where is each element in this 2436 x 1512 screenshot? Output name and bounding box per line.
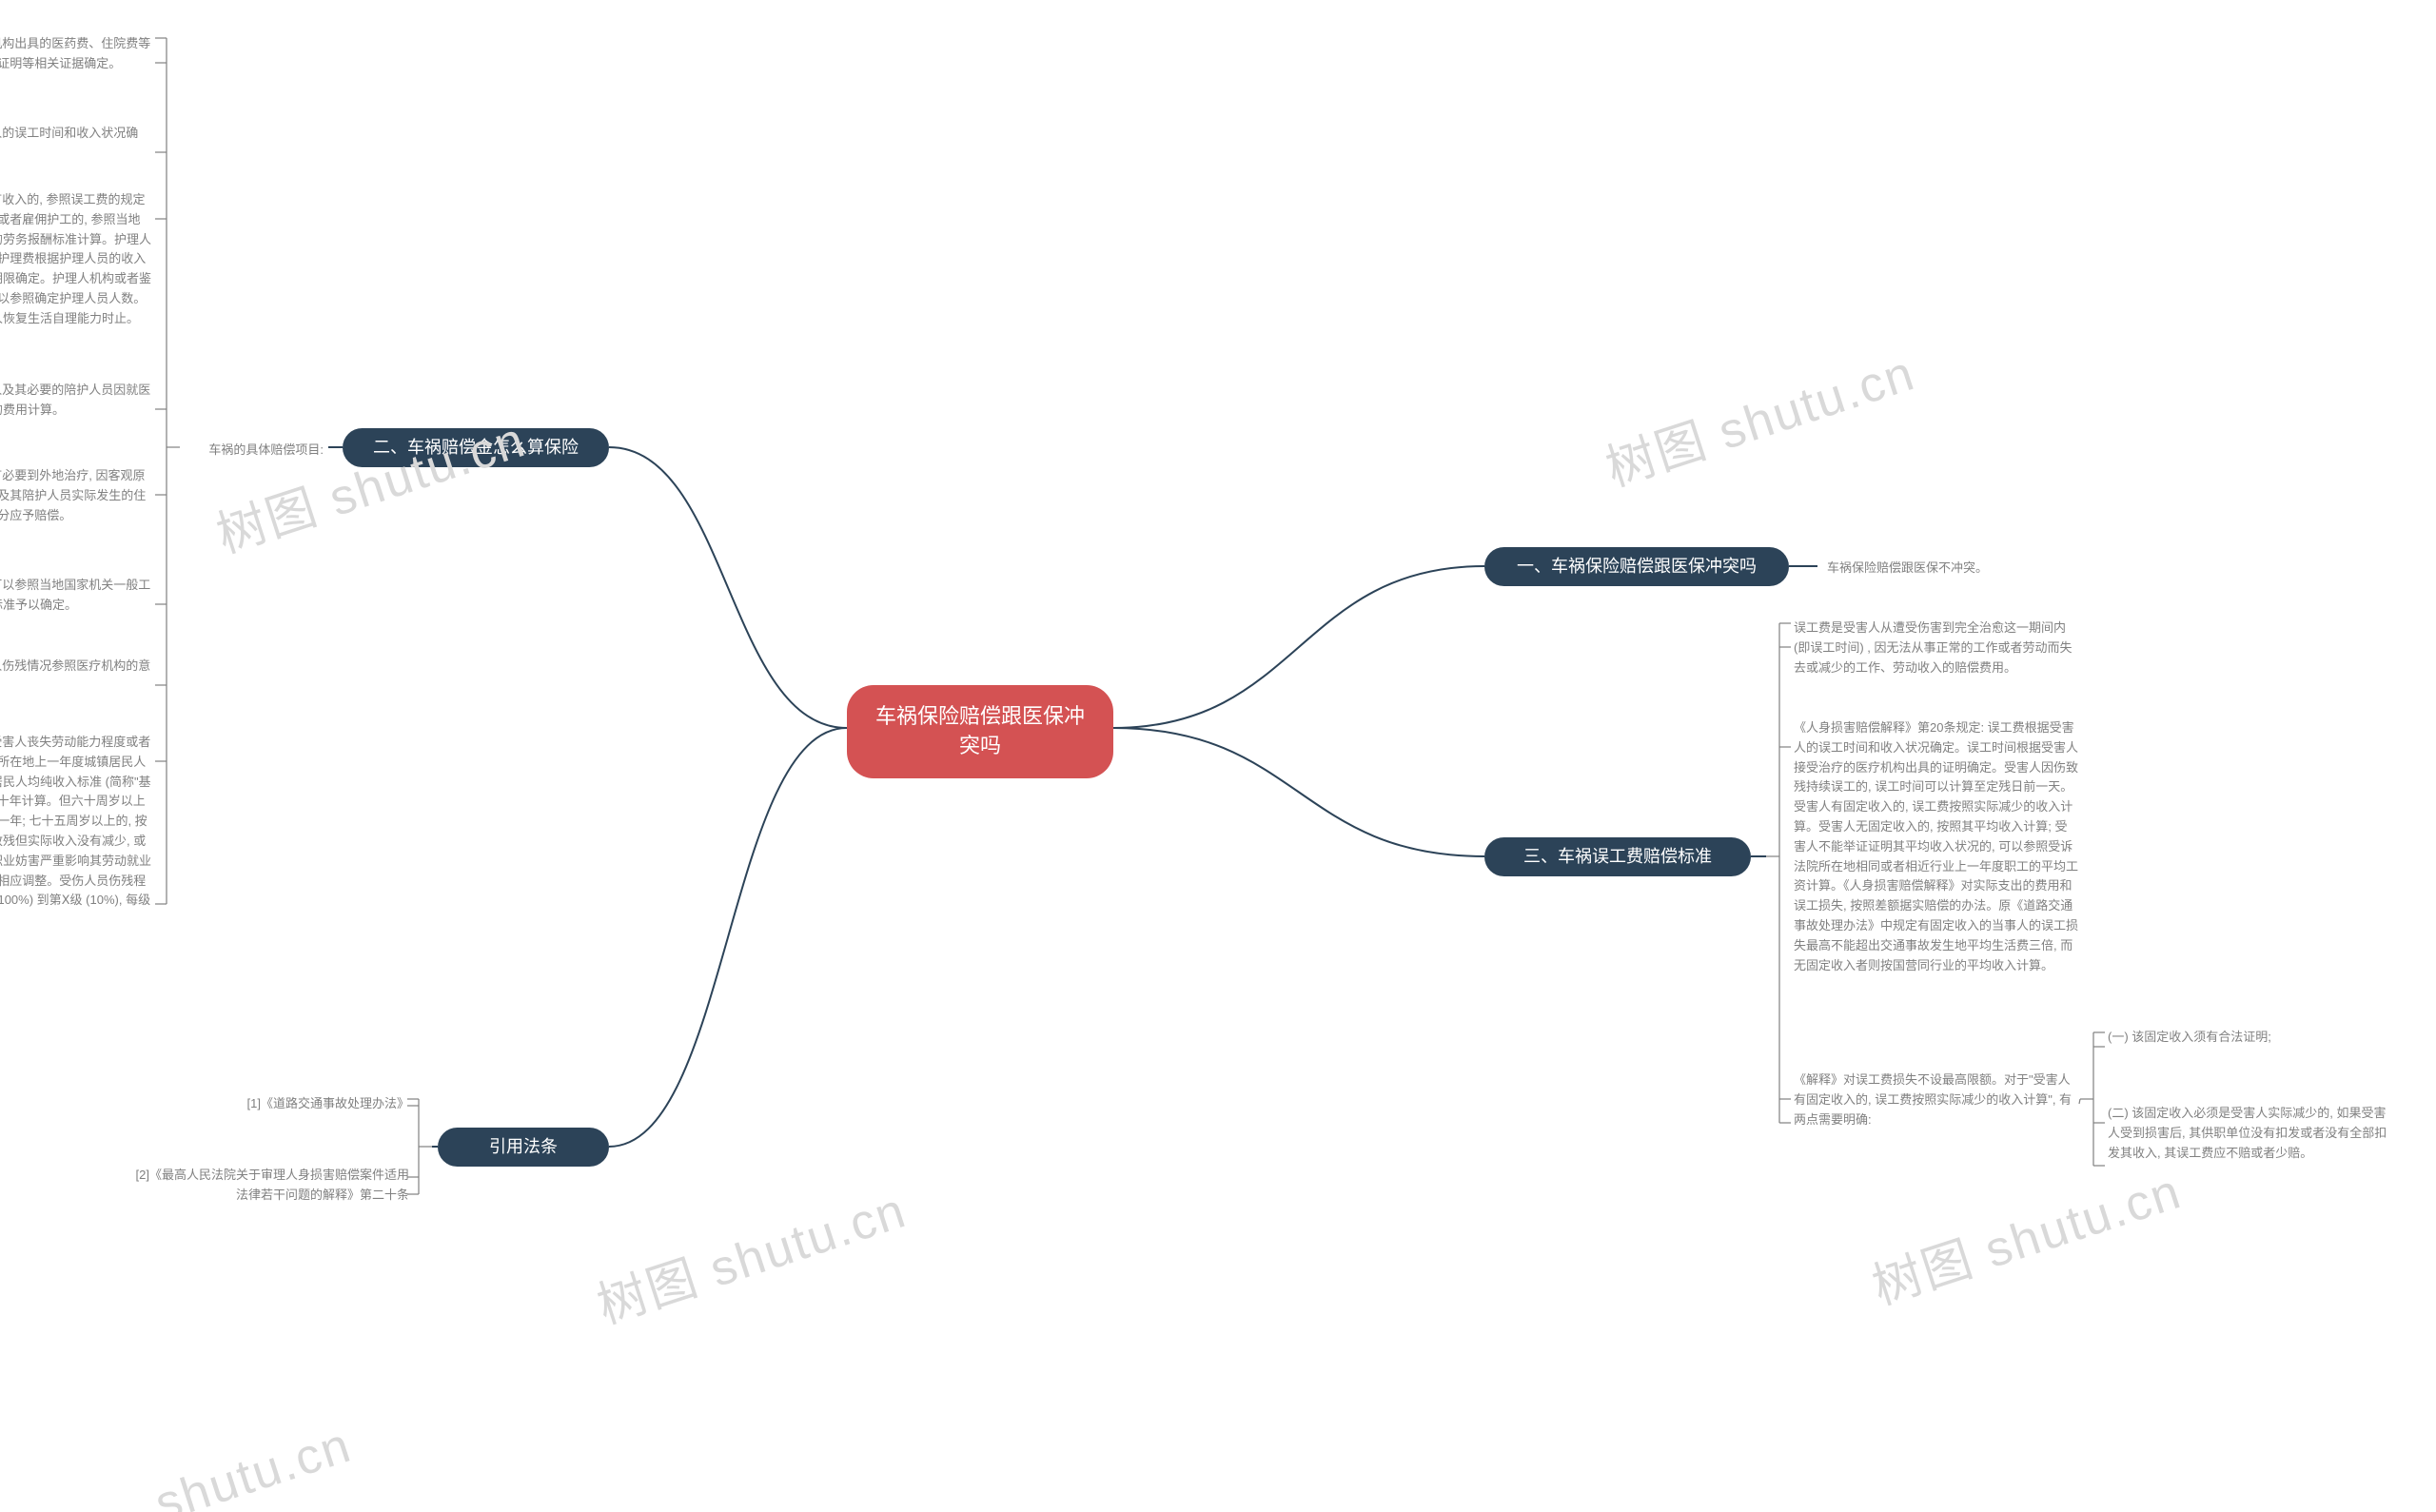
branch-3-leaf-2: 《人身损害赔偿解释》第20条规定: 误工费根据受害人的误工时间和收入状况确定。误…	[1794, 718, 2079, 975]
branch-3-leaf-3-sub-2: (二) 该固定收入必须是受害人实际减少的, 如果受害人受到损害后, 其供职单位没…	[2108, 1104, 2393, 1163]
branch-3-leaf-3-sub-1: (一) 该固定收入须有合法证明;	[2108, 1028, 2393, 1048]
branch-3-label: 三、车祸误工费赔偿标准	[1523, 845, 1712, 869]
root-label: 车祸保险赔偿跟医保冲突吗	[870, 702, 1090, 761]
branch-3-leaf-1: 误工费是受害人从遭受伤害到完全治愈这一期间内 (即误工时间) , 因无法从事正常…	[1794, 619, 2079, 677]
branch-2-leaf-3: (三) 护理费。护理人员有收入的, 参照误工费的规定计算; 护理人员没有收入或者…	[0, 190, 152, 329]
branch-2-leaf-2: (二) 误工费。根据受害人的误工时间和收入状况确定。	[0, 124, 152, 164]
branch-2-leaf-5: (五) 住宿费。受害人确有必要到外地治疗, 因客观原因不能住院, 受害人本人及其…	[0, 466, 152, 525]
branch-1[interactable]: 一、车祸保险赔偿跟医保冲突吗	[1484, 547, 1789, 586]
branch-4-label: 引用法条	[489, 1135, 558, 1159]
branch-2-intermediate: 车祸的具体赔偿项目:	[181, 441, 324, 461]
branch-1-label: 一、车祸保险赔偿跟医保冲突吗	[1517, 555, 1757, 579]
branch-3[interactable]: 三、车祸误工费赔偿标准	[1484, 837, 1751, 876]
branch-2[interactable]: 二、车祸赔偿金怎么算保险	[343, 428, 609, 467]
branch-2-leaf-1: (一) 医疗费。根据医疗机构出具的医药费、住院费等收款凭证, 结合病历诊断证明等…	[0, 34, 152, 74]
branch-1-leaf-1: 车祸保险赔偿跟医保不冲突。	[1827, 559, 2074, 579]
branch-4-leaf-1: [1]《道路交通事故处理办法》	[133, 1094, 409, 1114]
branch-3-leaf-3: 《解释》对误工费损失不设最高限额。对于"受害人有固定收入的, 误工费按照实际减少…	[1794, 1070, 2079, 1129]
branch-2-leaf-6: (六) 住院伙食补助费。可以参照当地国家机关一般工作人员的出差伙食补助标准予以确…	[0, 576, 152, 616]
branch-4[interactable]: 引用法条	[438, 1128, 609, 1167]
branch-2-label: 二、车祸赔偿金怎么算保险	[373, 436, 579, 460]
branch-2-leaf-4: (四) 交通费。根据受害人及其必要的陪护人员因就医或者转院治疗实际发生的费用计算…	[0, 381, 152, 421]
root-node[interactable]: 车祸保险赔偿跟医保冲突吗	[847, 685, 1113, 778]
branch-4-leaf-2: [2]《最高人民法院关于审理人身损害赔偿案件适用法律若干问题的解释》第二十条	[133, 1166, 409, 1206]
branch-2-leaf-7: (七) 营养费。根据受害人伤残情况参照医疗机构的意见确定。	[0, 657, 152, 697]
branch-2-leaf-8: (八) 残疾赔偿金。根据受害人丧失劳动能力程度或者伤残等级, 按照受诉法院所在地…	[0, 733, 152, 931]
